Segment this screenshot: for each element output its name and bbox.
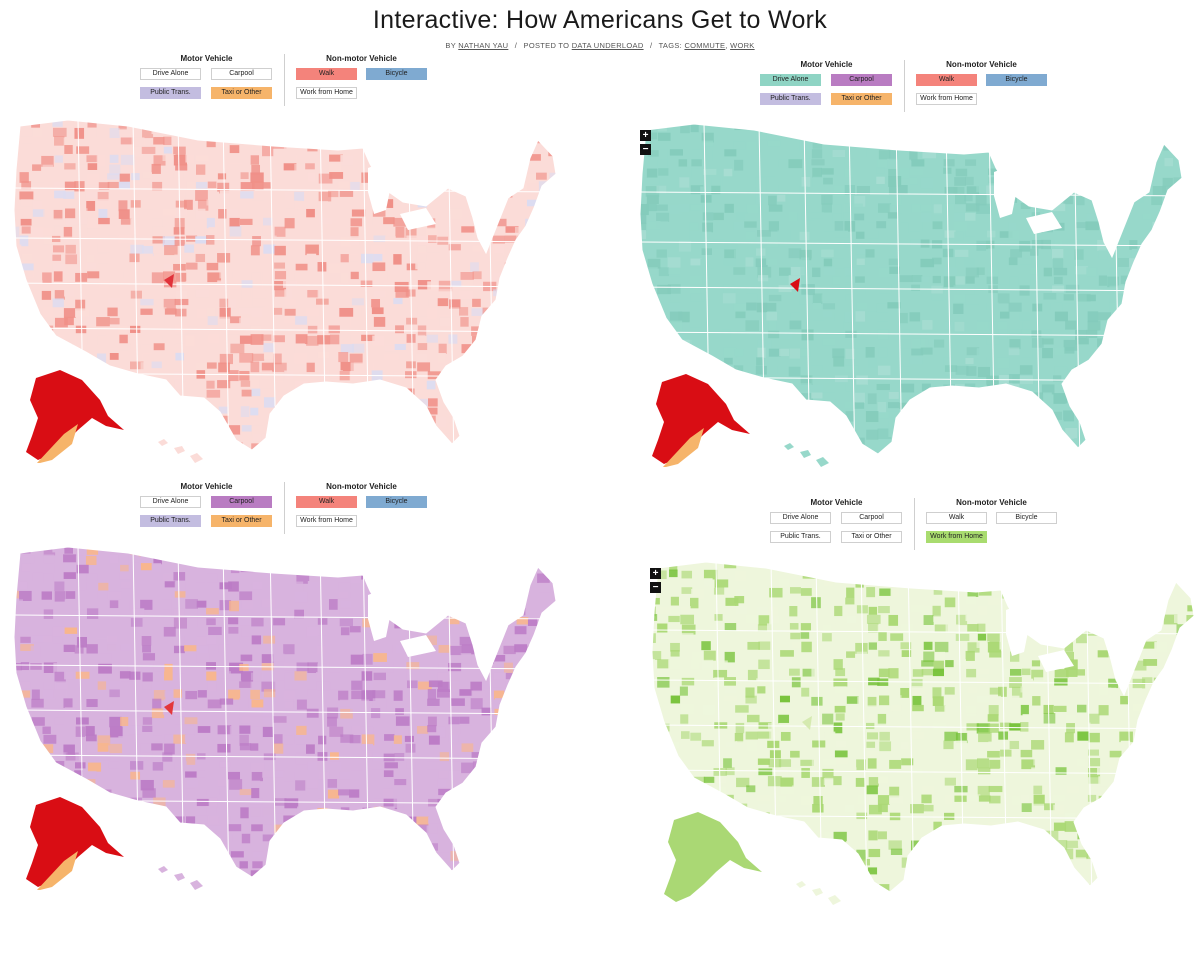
us-county-map-home[interactable] xyxy=(646,560,1200,905)
legend-button-walk[interactable]: Walk xyxy=(296,496,357,508)
alaska-shape xyxy=(26,797,124,887)
motor-vehicle-heading: Motor Vehicle xyxy=(800,60,853,69)
byline: BY NATHAN YAU / POSTED TO DATA UNDERLOAD… xyxy=(445,41,755,50)
byline-by: BY xyxy=(445,41,456,50)
legend-divider xyxy=(284,482,285,534)
highlight-county xyxy=(802,716,812,730)
us-county-map-drive[interactable] xyxy=(634,122,1194,467)
us-county-map-walk[interactable] xyxy=(8,118,568,463)
us-outline xyxy=(639,123,1183,455)
legend-button-home[interactable]: Work from Home xyxy=(296,515,357,527)
alaska-peninsula xyxy=(36,424,78,463)
category-link[interactable]: DATA UNDERLOAD xyxy=(571,41,644,50)
legend-button-taxi[interactable]: Taxi or Other xyxy=(211,515,272,527)
legend-button-carpool[interactable]: Carpool xyxy=(211,68,272,80)
us-outline xyxy=(13,119,557,451)
hawaii-shape xyxy=(784,443,829,467)
non-motor-vehicle-heading: Non-motor Vehicle xyxy=(326,482,397,491)
great-lakes xyxy=(1006,604,1074,672)
tag-link-work[interactable]: WORK xyxy=(730,41,755,50)
legend-button-walk[interactable]: Walk xyxy=(926,512,987,524)
highlight-county xyxy=(790,278,800,292)
non-motor-vehicle-heading: Non-motor Vehicle xyxy=(946,60,1017,69)
motor-vehicle-heading: Motor Vehicle xyxy=(810,498,863,507)
us-county-map-carpool[interactable] xyxy=(8,545,568,890)
legend-button-walk[interactable]: Walk xyxy=(916,74,977,86)
legend-divider xyxy=(914,498,915,550)
us-outline xyxy=(651,561,1195,893)
mode-legend: Motor Vehicle Non-motor Vehicle Drive Alon… xyxy=(140,54,440,108)
us-outline xyxy=(13,546,557,878)
legend-divider xyxy=(904,60,905,112)
great-lakes xyxy=(368,162,436,230)
great-lakes xyxy=(368,589,436,657)
legend-button-home[interactable]: Work from Home xyxy=(926,531,987,543)
hawaii-shape xyxy=(796,881,841,905)
legend-button-taxi[interactable]: Taxi or Other xyxy=(831,93,892,105)
highlight-county xyxy=(164,701,174,715)
author-link[interactable]: NATHAN YAU xyxy=(458,41,509,50)
mode-legend: Motor Vehicle Non-motor Vehicle Drive Alon… xyxy=(760,60,1060,114)
non-motor-vehicle-heading: Non-motor Vehicle xyxy=(956,498,1027,507)
non-motor-vehicle-heading: Non-motor Vehicle xyxy=(326,54,397,63)
legend-button-taxi[interactable]: Taxi or Other xyxy=(211,87,272,99)
alaska-shape xyxy=(26,370,124,460)
legend-button-bicycle[interactable]: Bicycle xyxy=(986,74,1047,86)
mode-legend: Motor Vehicle Non-motor Vehicle Drive Alon… xyxy=(140,482,440,536)
legend-button-bicycle[interactable]: Bicycle xyxy=(366,68,427,80)
motor-vehicle-heading: Motor Vehicle xyxy=(180,482,233,491)
alaska-peninsula xyxy=(36,851,78,890)
highlight-county xyxy=(164,274,174,288)
legend-button-taxi[interactable]: Taxi or Other xyxy=(841,531,902,543)
page-title: Interactive: How Americans Get to Work xyxy=(372,6,828,34)
legend-button-carpool[interactable]: Carpool xyxy=(831,74,892,86)
legend-button-drive[interactable]: Drive Alone xyxy=(760,74,821,86)
zoom-out-button[interactable]: − xyxy=(650,582,661,593)
legend-button-carpool[interactable]: Carpool xyxy=(211,496,272,508)
byline-tags: TAGS: xyxy=(658,41,683,50)
alaska-peninsula xyxy=(662,428,704,467)
legend-button-walk[interactable]: Walk xyxy=(296,68,357,80)
legend-button-public[interactable]: Public Trans. xyxy=(760,93,821,105)
great-lakes xyxy=(994,166,1062,234)
legend-button-public[interactable]: Public Trans. xyxy=(140,515,201,527)
legend-button-drive[interactable]: Drive Alone xyxy=(140,496,201,508)
legend-button-public[interactable]: Public Trans. xyxy=(770,531,831,543)
zoom-in-button[interactable]: + xyxy=(640,130,651,141)
zoom-out-button[interactable]: − xyxy=(640,144,651,155)
zoom-in-button[interactable]: + xyxy=(650,568,661,579)
byline-posted: POSTED TO xyxy=(523,41,570,50)
hawaii-shape xyxy=(158,866,203,890)
mode-legend: Motor Vehicle Non-motor Vehicle Drive Alon… xyxy=(770,498,1070,552)
legend-divider xyxy=(284,54,285,106)
legend-button-bicycle[interactable]: Bicycle xyxy=(366,496,427,508)
hawaii-shape xyxy=(158,439,203,463)
legend-button-drive[interactable]: Drive Alone xyxy=(770,512,831,524)
legend-button-home[interactable]: Work from Home xyxy=(296,87,357,99)
alaska-shape xyxy=(664,812,762,902)
legend-button-home[interactable]: Work from Home xyxy=(916,93,977,105)
tag-link-commute[interactable]: COMMUTE xyxy=(684,41,726,50)
legend-button-drive[interactable]: Drive Alone xyxy=(140,68,201,80)
motor-vehicle-heading: Motor Vehicle xyxy=(180,54,233,63)
legend-button-carpool[interactable]: Carpool xyxy=(841,512,902,524)
alaska-shape xyxy=(652,374,750,464)
legend-button-bicycle[interactable]: Bicycle xyxy=(996,512,1057,524)
legend-button-public[interactable]: Public Trans. xyxy=(140,87,201,99)
